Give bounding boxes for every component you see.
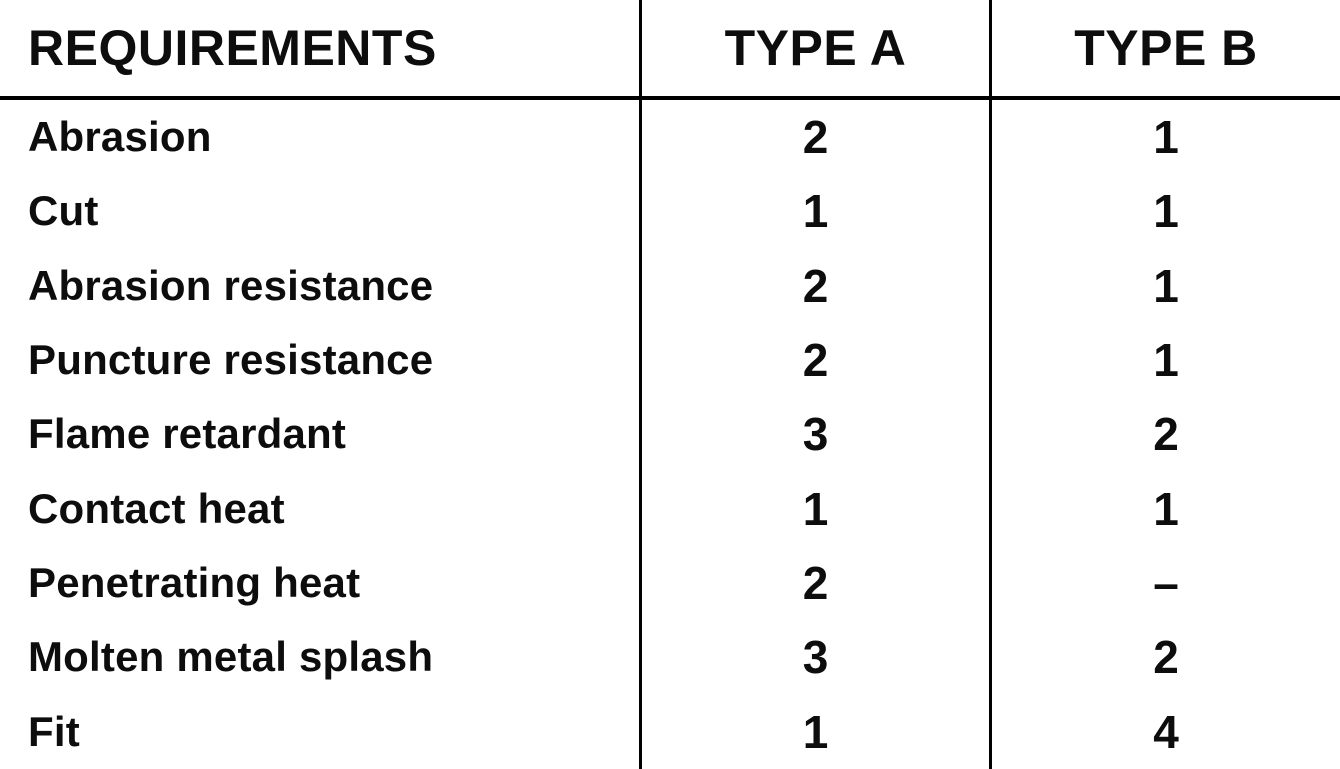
type-b-cell: 1 (989, 174, 1340, 249)
requirement-cell: Penetrating heat (28, 559, 361, 607)
header-type-a: TYPE A (639, 0, 989, 100)
type-a-cell: 2 (639, 248, 989, 323)
requirement-cell: Abrasion resistance (28, 261, 434, 309)
requirement-cell: Flame retardant (28, 410, 347, 458)
type-a-cell: 2 (639, 546, 989, 621)
type-b-cell: 1 (989, 471, 1340, 546)
requirement-cell: Molten metal splash (28, 633, 434, 681)
type-a-cell: 1 (639, 471, 989, 546)
requirement-cell: Abrasion (28, 113, 212, 161)
requirement-cell: Fit (28, 707, 80, 755)
type-b-cell: 2 (989, 397, 1340, 472)
type-a-cell: 3 (639, 397, 989, 472)
type-b-cell: 2 (989, 620, 1340, 695)
requirement-cell: Contact heat (28, 484, 285, 532)
type-a-cell: 2 (639, 323, 989, 398)
type-b-cell: 1 (989, 248, 1340, 323)
type-b-cell: 1 (989, 100, 1340, 175)
type-a-cell: 2 (639, 100, 989, 175)
type-b-cell: – (989, 546, 1340, 621)
type-a-cell: 1 (639, 694, 989, 769)
requirement-cell: Cut (28, 187, 99, 235)
header-type-b: TYPE B (989, 0, 1340, 100)
type-b-cell: 1 (989, 323, 1340, 398)
type-a-cell: 1 (639, 174, 989, 249)
type-b-cell: 4 (989, 694, 1340, 769)
header-requirements: REQUIREMENTS (0, 0, 639, 100)
type-a-cell: 3 (639, 620, 989, 695)
requirement-cell: Puncture resistance (28, 336, 434, 384)
